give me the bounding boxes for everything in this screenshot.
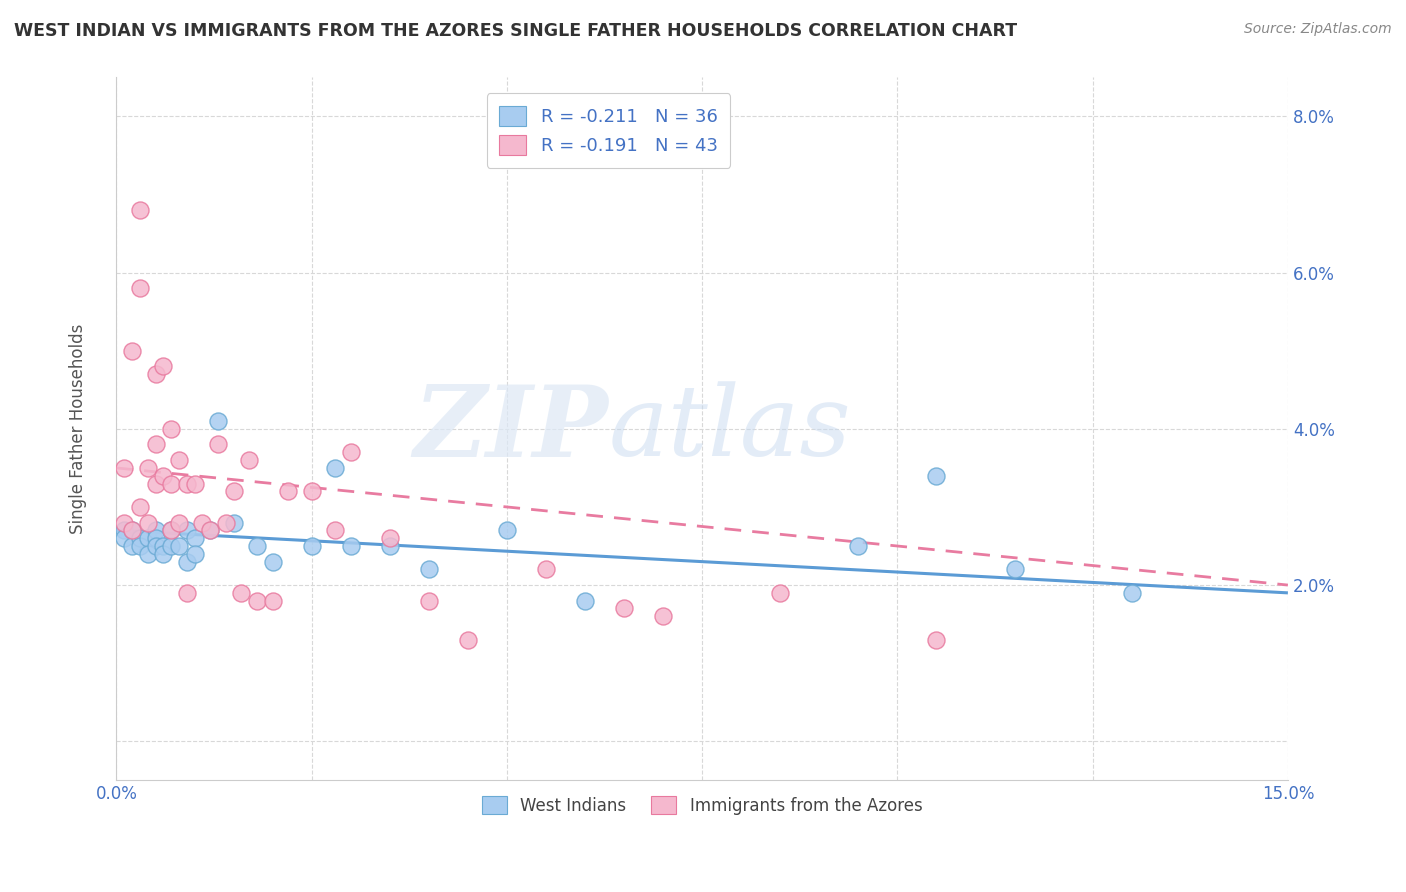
Point bbox=[222, 516, 245, 530]
Text: WEST INDIAN VS IMMIGRANTS FROM THE AZORES SINGLE FATHER HOUSEHOLDS CORRELATION C: WEST INDIAN VS IMMIGRANTS FROM THE AZORE… bbox=[14, 22, 1017, 40]
Point bbox=[378, 531, 401, 545]
Point bbox=[121, 539, 143, 553]
Point bbox=[925, 468, 948, 483]
Point bbox=[574, 593, 596, 607]
Point bbox=[339, 539, 361, 553]
Point bbox=[145, 531, 167, 545]
Point bbox=[145, 524, 167, 538]
Point bbox=[145, 437, 167, 451]
Point bbox=[301, 539, 323, 553]
Point bbox=[198, 524, 221, 538]
Text: Source: ZipAtlas.com: Source: ZipAtlas.com bbox=[1244, 22, 1392, 37]
Point bbox=[238, 453, 260, 467]
Point bbox=[207, 414, 229, 428]
Point bbox=[160, 539, 183, 553]
Point bbox=[222, 484, 245, 499]
Point bbox=[207, 437, 229, 451]
Text: ZIP: ZIP bbox=[413, 381, 609, 477]
Point bbox=[160, 422, 183, 436]
Point bbox=[136, 461, 159, 475]
Point bbox=[457, 632, 479, 647]
Point bbox=[323, 461, 346, 475]
Point bbox=[176, 555, 198, 569]
Point bbox=[160, 476, 183, 491]
Point bbox=[262, 593, 284, 607]
Point bbox=[145, 476, 167, 491]
Point bbox=[534, 562, 557, 576]
Point bbox=[129, 539, 152, 553]
Point bbox=[129, 281, 152, 295]
Point bbox=[848, 539, 870, 553]
Y-axis label: Single Father Households: Single Father Households bbox=[69, 324, 87, 534]
Point bbox=[129, 500, 152, 514]
Point bbox=[339, 445, 361, 459]
Point bbox=[152, 359, 174, 374]
Point bbox=[167, 539, 190, 553]
Point bbox=[652, 609, 675, 624]
Point bbox=[769, 586, 792, 600]
Point bbox=[121, 524, 143, 538]
Point bbox=[323, 524, 346, 538]
Point bbox=[925, 632, 948, 647]
Point bbox=[145, 368, 167, 382]
Point bbox=[167, 453, 190, 467]
Point bbox=[136, 547, 159, 561]
Point bbox=[215, 516, 238, 530]
Point bbox=[112, 461, 135, 475]
Point bbox=[183, 531, 205, 545]
Point bbox=[301, 484, 323, 499]
Point bbox=[160, 524, 183, 538]
Point bbox=[112, 516, 135, 530]
Point bbox=[176, 476, 198, 491]
Point bbox=[121, 343, 143, 358]
Point bbox=[246, 593, 269, 607]
Point bbox=[112, 524, 135, 538]
Point bbox=[231, 586, 253, 600]
Point bbox=[136, 531, 159, 545]
Point bbox=[1121, 586, 1143, 600]
Point bbox=[129, 203, 152, 218]
Point bbox=[136, 516, 159, 530]
Point bbox=[152, 547, 174, 561]
Point bbox=[152, 468, 174, 483]
Point bbox=[277, 484, 299, 499]
Point bbox=[112, 531, 135, 545]
Point bbox=[418, 562, 440, 576]
Point bbox=[1004, 562, 1026, 576]
Point bbox=[145, 539, 167, 553]
Point bbox=[378, 539, 401, 553]
Point bbox=[160, 524, 183, 538]
Text: atlas: atlas bbox=[609, 381, 851, 476]
Point bbox=[496, 524, 519, 538]
Legend: West Indians, Immigrants from the Azores: West Indians, Immigrants from the Azores bbox=[472, 786, 932, 825]
Point bbox=[152, 539, 174, 553]
Point bbox=[121, 524, 143, 538]
Point bbox=[176, 586, 198, 600]
Point bbox=[183, 547, 205, 561]
Point bbox=[183, 476, 205, 491]
Point bbox=[198, 524, 221, 538]
Point bbox=[167, 516, 190, 530]
Point bbox=[262, 555, 284, 569]
Point bbox=[129, 531, 152, 545]
Point bbox=[246, 539, 269, 553]
Point bbox=[176, 524, 198, 538]
Point bbox=[191, 516, 214, 530]
Point bbox=[418, 593, 440, 607]
Point bbox=[613, 601, 636, 615]
